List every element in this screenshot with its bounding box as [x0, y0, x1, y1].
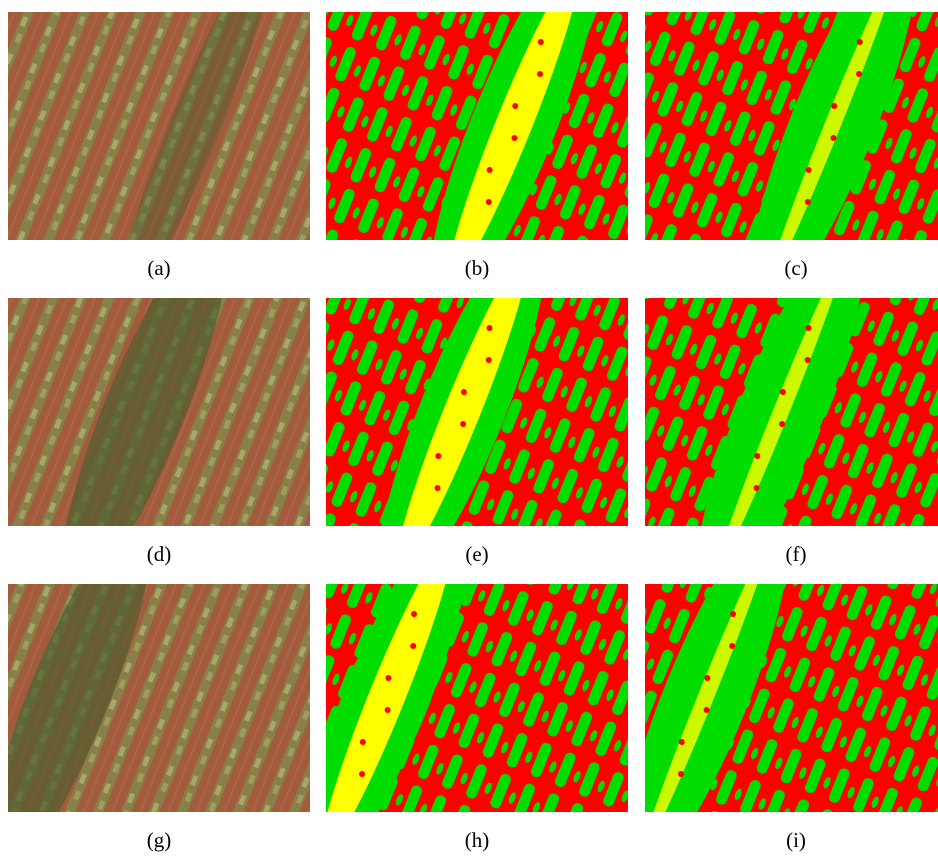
speck	[805, 199, 811, 205]
speck	[410, 643, 416, 649]
speck	[856, 71, 862, 77]
speck	[830, 135, 836, 141]
speck	[512, 103, 518, 109]
speck	[411, 611, 417, 617]
panel-caption: (b)	[465, 256, 490, 280]
speck	[359, 771, 365, 777]
panel-caption: (a)	[147, 256, 170, 280]
speck	[486, 357, 492, 363]
speck	[779, 421, 785, 427]
speck	[729, 643, 735, 649]
speck	[537, 71, 543, 77]
panel-caption: (d)	[147, 542, 172, 566]
speck	[754, 453, 760, 459]
panel-caption: (e)	[465, 542, 488, 566]
speck	[704, 707, 710, 713]
speck	[435, 453, 441, 459]
speck	[385, 707, 391, 713]
speck	[435, 485, 441, 491]
segmentation-map	[273, 497, 628, 856]
speck	[805, 357, 811, 363]
speck	[704, 675, 710, 681]
panel-caption: (c)	[784, 256, 807, 280]
speck	[678, 771, 684, 777]
speck	[806, 167, 812, 173]
speck	[511, 135, 517, 141]
speck	[679, 739, 685, 745]
photo-haze	[8, 12, 310, 240]
speck	[487, 325, 493, 331]
speck	[730, 611, 736, 617]
speck	[806, 325, 812, 331]
speck	[780, 389, 786, 395]
panel-caption: (i)	[786, 828, 806, 852]
speck	[754, 485, 760, 491]
speck	[486, 199, 492, 205]
speck	[487, 167, 493, 173]
figure: (a) (b) (c) (d) (e) (f) (g) (h) (i)	[0, 0, 938, 856]
panel-caption: (f)	[786, 542, 807, 566]
speck	[385, 675, 391, 681]
speck	[460, 421, 466, 427]
speck	[857, 39, 863, 45]
speck	[461, 389, 467, 395]
panel-caption: (h)	[465, 828, 490, 852]
photo-haze	[8, 298, 310, 526]
speck	[831, 103, 837, 109]
speck	[538, 39, 544, 45]
photo-haze	[8, 584, 310, 812]
segmentation-map	[592, 497, 938, 856]
page: (a)(b)(c)(d)(e)(f)(g)(h)(i) (() => { con…	[0, 0, 938, 856]
panel-caption: (g)	[147, 828, 172, 852]
speck	[360, 739, 366, 745]
